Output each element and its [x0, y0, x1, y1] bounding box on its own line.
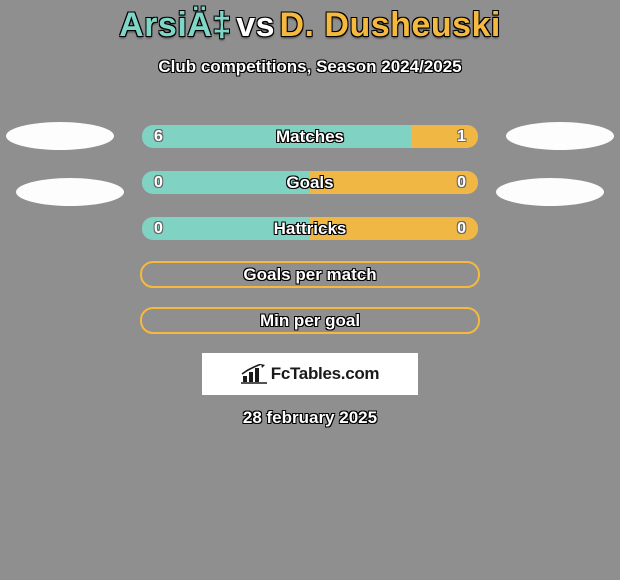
bar-label: Goals per match	[142, 263, 478, 286]
comparison-infographic: ArsiÄ‡ vs D. Dusheuski Club competitions…	[0, 0, 620, 580]
subtitle-row: Club competitions, Season 2024/2025	[0, 57, 620, 77]
bar-label: Goals	[142, 171, 478, 194]
decorative-ellipse	[16, 178, 124, 206]
decorative-ellipse	[506, 122, 614, 150]
brand-text: FcTables.com	[271, 364, 380, 384]
vs-label: vs	[236, 6, 275, 44]
player1-name: ArsiÄ‡	[119, 6, 232, 44]
bar-chart-icon	[241, 364, 267, 384]
decorative-ellipse	[496, 178, 604, 206]
brand-box: FcTables.com	[202, 353, 418, 395]
date-row: 28 february 2025	[0, 408, 620, 428]
bar-label: Min per goal	[142, 309, 478, 332]
stat-bar-row: 61Matches	[140, 123, 480, 150]
stat-bar-row: Goals per match	[140, 261, 480, 288]
stat-bar-row: 00Hattricks	[140, 215, 480, 242]
stat-bars: 61Matches 00Goals 00Hattricks Goals per mat…	[140, 123, 480, 353]
subtitle: Club competitions, Season 2024/2025	[158, 57, 461, 76]
player2-name: D. Dusheuski	[279, 6, 500, 44]
date-text: 28 february 2025	[243, 408, 377, 427]
decorative-ellipse	[6, 122, 114, 150]
title-row: ArsiÄ‡ vs D. Dusheuski	[0, 0, 620, 45]
stat-bar-row: 00Goals	[140, 169, 480, 196]
bar-label: Matches	[142, 125, 478, 148]
stat-bar-row: Min per goal	[140, 307, 480, 334]
bar-label: Hattricks	[142, 217, 478, 240]
